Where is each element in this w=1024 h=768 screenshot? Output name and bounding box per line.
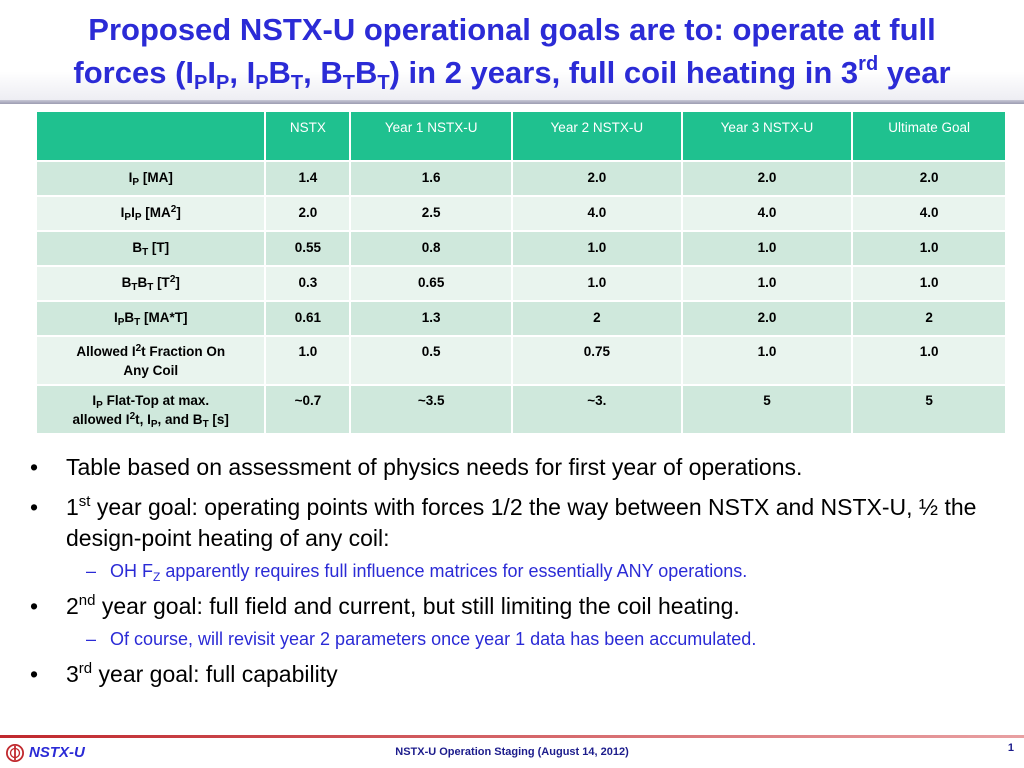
table-cell: 1.0: [264, 335, 352, 386]
table-cell: 1.0: [680, 230, 854, 267]
table-cell: 0.5: [349, 335, 514, 386]
page-number: 1: [1007, 742, 1014, 754]
table-cell: 1.0: [511, 230, 683, 267]
table-cell: 1.0: [851, 230, 1007, 267]
sub-bullet-item: – OH FZ apparently requires full influen…: [86, 561, 748, 584]
footer-logo: NSTX-U: [6, 743, 85, 763]
table-row: IPIP [MA2] 2.0 2.5 4.0 4.0 4.0: [34, 195, 1007, 232]
footer-divider: [0, 735, 1024, 738]
header-divider: [0, 100, 1024, 104]
row-label: Allowed I2t Fraction On Any Coil: [34, 335, 267, 386]
table-cell: 0.61: [264, 300, 352, 337]
dash-glyph: –: [86, 561, 97, 581]
table-cell: 2.0: [680, 300, 854, 337]
table-cell: 2: [851, 300, 1007, 337]
table-cell: 0.65: [349, 265, 514, 302]
table-row: IP [MA] 1.4 1.6 2.0 2.0 2.0: [34, 160, 1007, 197]
table-row: IPBT [MA*T] 0.61 1.3 2 2.0 2: [34, 300, 1007, 337]
bullet-glyph: •: [30, 661, 39, 687]
table-cell: 0.3: [264, 265, 352, 302]
table-cell: 2: [511, 300, 683, 337]
row-label: IPIP [MA2]: [34, 195, 267, 232]
table-cell: 4.0: [851, 195, 1007, 232]
header-cell: Year 2 NSTX-U: [511, 110, 683, 162]
table-cell: 1.0: [851, 335, 1007, 386]
table-cell: 1.6: [349, 160, 514, 197]
table-row: BT [T] 0.55 0.8 1.0 1.0 1.0: [34, 230, 1007, 267]
table-cell: 2.0: [264, 195, 352, 232]
row-label: BT [T]: [34, 230, 267, 267]
row-label: IP [MA]: [34, 160, 267, 197]
table-cell: 5: [680, 384, 854, 435]
bullet-item: • Table based on assessment of physics n…: [30, 452, 1005, 483]
table-cell: 2.0: [680, 160, 854, 197]
header-cell: Ultimate Goal: [851, 110, 1007, 162]
row-label: IP Flat-Top at max. allowed I2t, IP, and …: [34, 384, 267, 435]
table-cell: 1.0: [680, 335, 854, 386]
table-cell: ~0.7: [264, 384, 352, 435]
table-cell: 1.4: [264, 160, 352, 197]
table-cell: 5: [851, 384, 1007, 435]
table-cell: 1.0: [680, 265, 854, 302]
table-cell: 2.0: [511, 160, 683, 197]
sub-bullet-item: – Of course, will revisit year 2 paramet…: [86, 629, 757, 649]
table-cell: ~3.5: [349, 384, 514, 435]
dash-glyph: –: [86, 629, 97, 649]
table-cell: 1.3: [349, 300, 514, 337]
footer-caption: NSTX-U Operation Staging (August 14, 201…: [395, 746, 629, 758]
table-header-row: NSTX Year 1 NSTX-U Year 2 NSTX-U Year 3 …: [34, 110, 1007, 162]
header-cell: Year 3 NSTX-U: [680, 110, 854, 162]
bullet-item: • 3rd year goal: full capability: [30, 659, 1005, 690]
table-cell: 2.0: [851, 160, 1007, 197]
bullet-item: • 1st year goal: operating points with f…: [30, 493, 977, 551]
table-cell: 4.0: [511, 195, 683, 232]
table-cell: 0.55: [264, 230, 352, 267]
bullet-glyph: •: [30, 494, 39, 520]
table-row: Allowed I2t Fraction On Any Coil 1.0 0.5 …: [34, 335, 1007, 386]
header-cell: Year 1 NSTX-U: [349, 110, 514, 162]
table-cell: ~3.: [511, 384, 683, 435]
row-label: BTBT [T2]: [34, 265, 267, 302]
slide-title: Proposed NSTX-U operational goals are to…: [73, 12, 951, 94]
table-cell: 0.75: [511, 335, 683, 386]
table-row: BTBT [T2] 0.3 0.65 1.0 1.0 1.0: [34, 265, 1007, 302]
bullet-glyph: •: [30, 593, 39, 619]
header-cell: [34, 110, 267, 162]
logo-text: NSTX-U: [29, 744, 85, 761]
bullet-glyph: •: [30, 454, 39, 480]
bullet-list: • Table based on assessment of physics n…: [30, 452, 1005, 699]
bullet-item: • 2nd year goal: full field and current,…: [30, 591, 1005, 622]
row-label: IPBT [MA*T]: [34, 300, 267, 337]
table-cell: 0.8: [349, 230, 514, 267]
slide-header: [0, 0, 1024, 102]
header-cell: NSTX: [264, 110, 352, 162]
table-cell: 4.0: [680, 195, 854, 232]
nstx-logo-icon: [6, 744, 24, 762]
goals-table: NSTX Year 1 NSTX-U Year 2 NSTX-U Year 3 …: [34, 110, 1007, 435]
table-row: IP Flat-Top at max. allowed I2t, IP, and …: [34, 384, 1007, 435]
table-cell: 1.0: [851, 265, 1007, 302]
table-cell: 1.0: [511, 265, 683, 302]
table-cell: 2.5: [349, 195, 514, 232]
